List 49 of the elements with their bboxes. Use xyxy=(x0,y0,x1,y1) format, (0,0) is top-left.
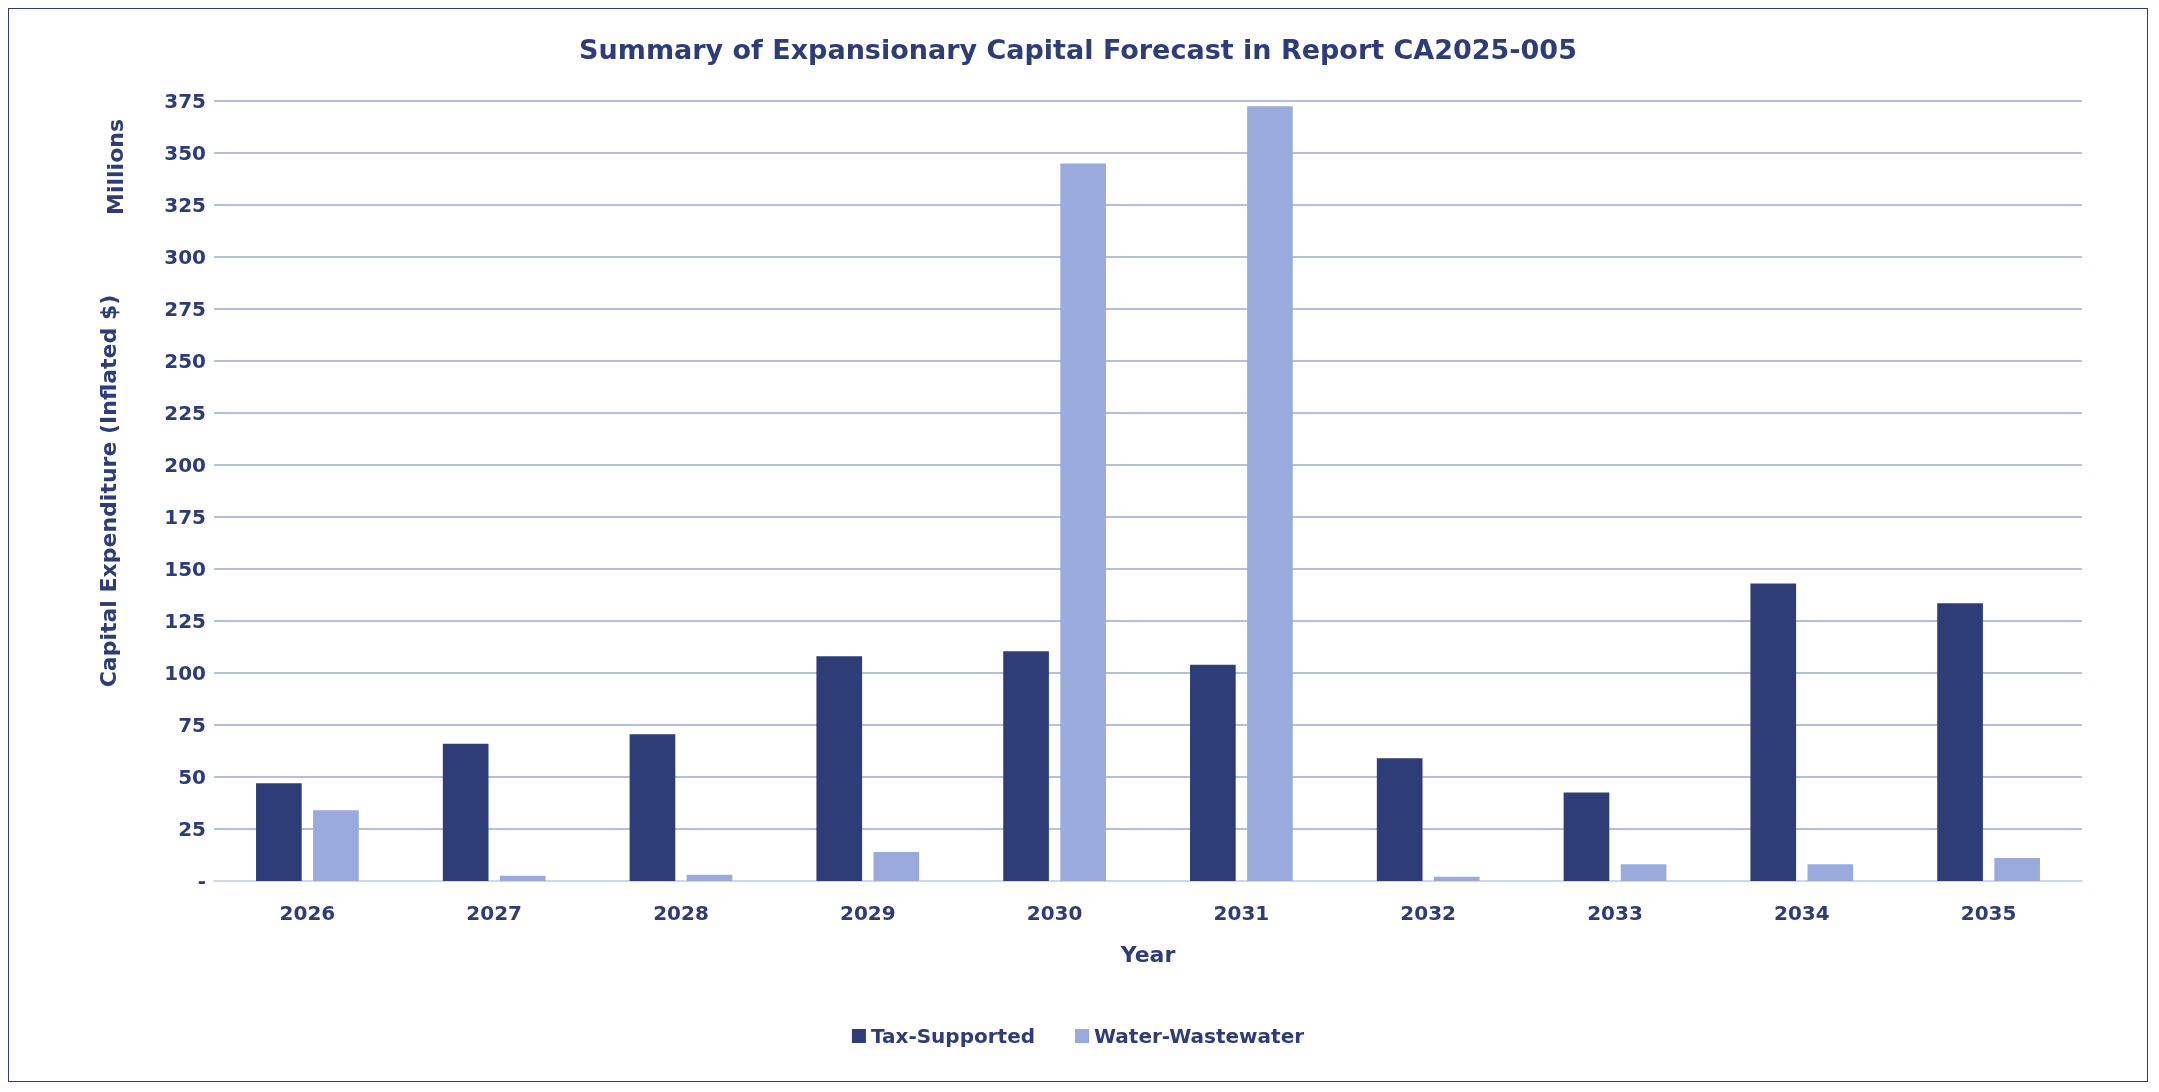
y-tick-label: 25 xyxy=(178,817,206,841)
bar xyxy=(686,874,733,881)
bar xyxy=(1190,664,1236,881)
y-tick-label: 375 xyxy=(164,89,206,113)
bar xyxy=(1807,864,1854,881)
y-axis-title: Capital Expenditure (Inflated $) xyxy=(95,294,121,688)
legend-label: Water-Wastewater xyxy=(1094,1024,1305,1048)
bar xyxy=(1003,651,1049,881)
x-tick-label: 2032 xyxy=(1400,901,1457,925)
bar xyxy=(256,783,302,881)
y-tick-label: 300 xyxy=(164,245,206,269)
y-tick-label: 100 xyxy=(164,661,206,685)
y-tick-label: 150 xyxy=(164,557,206,581)
bar xyxy=(1620,864,1667,881)
bar xyxy=(1750,583,1797,881)
y-tick-label: 250 xyxy=(164,349,206,373)
x-axis-title: Year xyxy=(1119,941,1176,967)
bar xyxy=(1994,858,2040,881)
x-tick-label: 2033 xyxy=(1587,901,1643,925)
x-tick-label: 2028 xyxy=(653,901,709,925)
legend-label: Tax-Supported xyxy=(870,1024,1036,1048)
x-tick-label: 2030 xyxy=(1026,901,1083,925)
bar xyxy=(1433,876,1480,881)
y-tick-label: 225 xyxy=(164,401,206,425)
bar xyxy=(873,851,920,881)
text: Millions xyxy=(102,118,128,215)
x-tick-label: 2026 xyxy=(279,901,336,925)
bar xyxy=(442,743,489,881)
x-tick-label: 2029 xyxy=(839,901,896,925)
y-tick-label: 175 xyxy=(164,505,206,529)
bar xyxy=(1563,792,1610,881)
y-tick-label: 325 xyxy=(164,193,206,217)
x-tick-label: 2035 xyxy=(1960,901,2017,925)
bar xyxy=(1937,603,1983,881)
bar xyxy=(499,875,546,881)
y-tick-label: 125 xyxy=(164,609,206,633)
y-tick-label: 275 xyxy=(164,297,206,321)
y-tick-label: 350 xyxy=(164,141,206,165)
x-tick-label: 2027 xyxy=(466,901,523,925)
bar xyxy=(1376,758,1423,881)
x-tick-label: 2034 xyxy=(1773,901,1830,925)
y-tick-label: 50 xyxy=(178,765,206,789)
y-tick-label: - xyxy=(197,869,206,893)
chart-title: Summary of Expansionary Capital Forecast in Report CA2025-005 xyxy=(579,34,1577,65)
y-tick-label: 200 xyxy=(164,453,206,477)
y-tick-label: 75 xyxy=(178,713,206,737)
x-tick-label: 2031 xyxy=(1213,901,1270,925)
bar xyxy=(629,734,676,881)
bar xyxy=(816,656,863,881)
